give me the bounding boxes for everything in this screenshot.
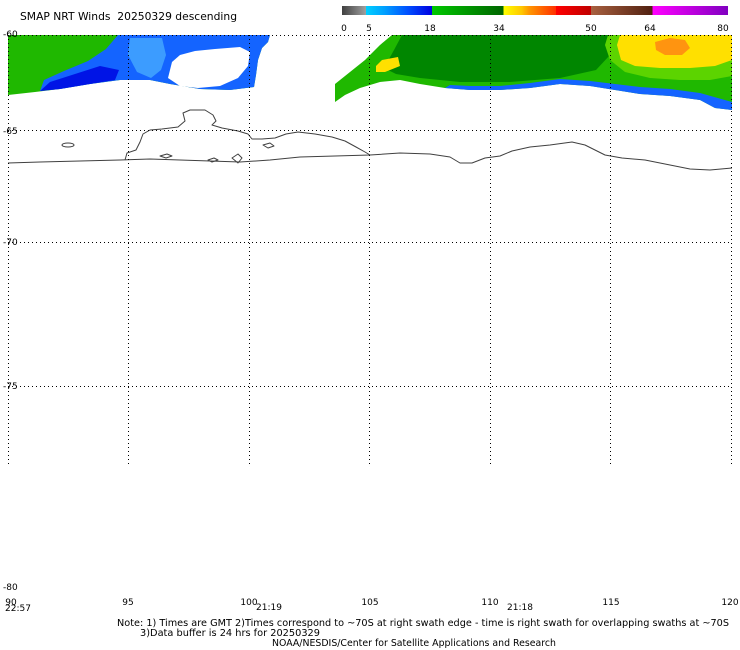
- lon-label: 95: [122, 598, 133, 608]
- coastline: [7, 109, 733, 171]
- lat-label: -75: [3, 382, 18, 392]
- lon-label: 110: [481, 598, 498, 608]
- credit-line: NOAA/NESDIS/Center for Satellite Applica…: [272, 638, 556, 649]
- gridlines: [8, 35, 732, 465]
- swath-time-label: 22:57: [5, 604, 31, 614]
- lat-label: -80: [3, 583, 18, 593]
- colorbar-label-64: 64: [644, 24, 656, 34]
- swath-right-blue-edge: [445, 79, 732, 110]
- footnotes: Note: 1) Times are GMT 2)Times correspon…: [117, 618, 729, 649]
- colorbar-label-5: 5: [366, 24, 372, 34]
- lat-label: -65: [3, 127, 18, 137]
- longitude-labels: 90 95 100 105 110 115 120: [5, 598, 739, 608]
- lat-label: -70: [3, 238, 18, 248]
- coastline-island: [61, 142, 75, 148]
- map-title: SMAP NRT Winds 20250329 descending: [20, 10, 237, 23]
- swath-time-label: 21:19: [256, 603, 282, 613]
- coastline-main: [7, 141, 733, 171]
- coastline-island: [231, 153, 243, 164]
- coastline-ice-shelf: [124, 109, 371, 161]
- coastline-island: [207, 157, 219, 163]
- colorbar-gradient-bar: [342, 6, 728, 15]
- lon-label: 90: [5, 598, 17, 608]
- swath-right-yellow-patch: [376, 57, 400, 72]
- wind-swath-left: [8, 35, 270, 95]
- coastline-island: [262, 142, 275, 149]
- colorbar-label-50: 50: [585, 24, 597, 34]
- footnote-line-2: 3)Data buffer is 24 hrs for 20250329: [140, 628, 320, 639]
- colorbar-label-0: 0: [341, 24, 347, 34]
- lon-label: 120: [721, 598, 738, 608]
- colorbar: 0 5 18 34 50 64 80: [341, 6, 729, 34]
- swath-time-label: 21:18: [507, 603, 533, 613]
- lon-label: 115: [602, 598, 619, 608]
- latitude-labels: -60 -65 -70 -75 -80: [3, 30, 18, 593]
- colorbar-label-18: 18: [424, 24, 436, 34]
- swath-left-gap: [168, 47, 250, 88]
- lon-label: 100: [240, 598, 257, 608]
- swath-right-orange-core: [655, 38, 690, 55]
- swath-right-green-dark: [384, 35, 612, 82]
- colorbar-label-80: 80: [717, 24, 729, 34]
- swath-left-blue-light: [128, 38, 166, 78]
- swath-times: 22:57 21:19 21:18: [5, 603, 533, 614]
- footnote-line-1: Note: 1) Times are GMT 2)Times correspon…: [117, 618, 729, 629]
- swath-left-blue-dark: [40, 66, 119, 91]
- wind-swath-right: [335, 35, 732, 110]
- lon-label: 105: [361, 598, 378, 608]
- lat-label: -60: [3, 30, 18, 40]
- colorbar-label-34: 34: [493, 24, 505, 34]
- coastline-island: [159, 153, 173, 159]
